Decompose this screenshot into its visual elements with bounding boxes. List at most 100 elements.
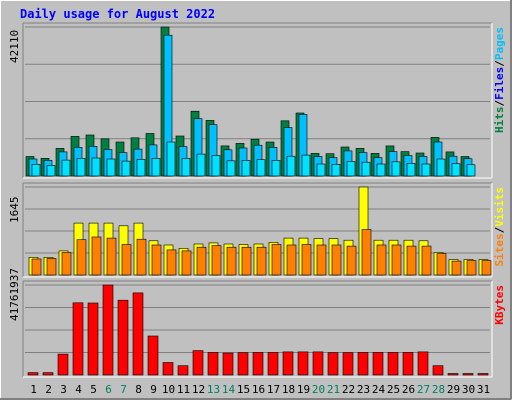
bar-kbytes-day-19: [297, 351, 309, 376]
y-max-label-sites-visits: 1645: [8, 197, 21, 224]
bar-pages-day-21: [331, 164, 341, 177]
bar-pages-day-9: [151, 158, 161, 177]
bar-pages-day-15: [241, 160, 251, 177]
bar-pages-day-13: [211, 155, 221, 177]
bar-pages-day-12: [196, 153, 206, 177]
bar-pages-day-23: [361, 161, 371, 177]
bar-sites-day-20: [316, 244, 327, 276]
bar-pages-day-3: [61, 159, 71, 177]
bar-kbytes-day-11: [177, 365, 189, 376]
legend-separator: /: [493, 100, 506, 107]
legend-item-files: Files: [493, 67, 506, 100]
bar-kbytes-day-27: [417, 351, 429, 376]
bar-pages-day-1: [31, 164, 41, 177]
bar-kbytes-day-22: [342, 352, 354, 376]
x-label-day-10: 10: [162, 383, 175, 396]
bar-sites-day-21: [331, 244, 342, 276]
x-label-day-6: 6: [105, 383, 112, 396]
bar-pages-day-14: [226, 160, 236, 177]
x-label-day-14: 14: [222, 383, 236, 396]
legend-item-pages: Pages: [493, 27, 506, 60]
x-label-day-20: 20: [312, 383, 325, 396]
bar-sites-day-5: [91, 236, 102, 276]
bar-kbytes-day-20: [312, 351, 324, 376]
y-max-label-kbytes: 41761937: [8, 268, 21, 321]
bar-sites-day-31: [481, 260, 492, 276]
bar-kbytes-day-26: [402, 352, 414, 376]
bar-pages-day-29: [451, 163, 461, 177]
x-label-day-30: 30: [462, 383, 475, 396]
bar-pages-day-10: [166, 141, 176, 177]
legend-item-visits: Visits: [493, 187, 506, 227]
bar-kbytes-day-24: [372, 352, 384, 376]
bar-sites-day-27: [421, 245, 432, 276]
bar-sites-day-14: [226, 246, 237, 276]
bar-pages-day-26: [406, 163, 416, 177]
bar-sites-day-19: [301, 244, 312, 276]
bar-kbytes-day-21: [327, 352, 339, 376]
x-label-day-8: 8: [135, 383, 142, 396]
bar-sites-day-9: [151, 244, 162, 276]
x-label-day-29: 29: [447, 383, 460, 396]
bar-kbytes-day-8: [132, 292, 144, 376]
bar-kbytes-day-18: [282, 351, 294, 376]
bar-sites-day-26: [406, 245, 417, 276]
bar-kbytes-day-13: [207, 352, 219, 376]
bar-sites-day-18: [286, 244, 297, 276]
bar-sites-day-30: [466, 260, 477, 276]
bar-kbytes-day-28: [432, 365, 444, 376]
chart-title: Daily usage for August 2022: [20, 7, 215, 21]
bar-kbytes-day-25: [387, 352, 399, 376]
bar-pages-day-19: [301, 154, 311, 177]
bar-kbytes-day-12: [192, 350, 204, 376]
y-max-labels: 42110 1645 41761937: [8, 30, 21, 321]
x-label-day-28: 28: [432, 383, 445, 396]
bar-sites-day-7: [121, 244, 132, 276]
x-label-day-17: 17: [267, 383, 280, 396]
bar-sites-day-2: [46, 258, 57, 276]
legend-separator: /: [493, 226, 506, 233]
x-label-day-3: 3: [60, 383, 67, 396]
x-label-day-1: 1: [30, 383, 37, 396]
bar-sites-day-22: [346, 245, 357, 276]
y-max-label-hits-files-pages: 42110: [8, 30, 21, 63]
bar-pages-day-20: [316, 163, 326, 177]
legend-hits-files-pages: Hits/Files/Pages: [493, 27, 506, 133]
bar-sites-day-29: [451, 260, 462, 276]
x-label-day-4: 4: [75, 383, 82, 396]
bar-pages-day-24: [376, 163, 386, 177]
legend-kbytes: KBytes: [493, 285, 506, 325]
bar-kbytes-day-14: [222, 352, 234, 376]
bar-pages-day-4: [76, 158, 86, 177]
x-label-day-31: 31: [477, 383, 490, 396]
bar-pages-day-17: [271, 160, 281, 177]
x-label-day-27: 27: [417, 383, 430, 396]
bar-kbytes-day-23: [357, 352, 369, 376]
legend-item-hits: Hits: [493, 107, 506, 134]
bar-kbytes-day-4: [72, 302, 84, 376]
bar-sites-day-3: [61, 252, 72, 276]
x-label-day-19: 19: [297, 383, 310, 396]
bar-kbytes-day-10: [162, 362, 174, 376]
bar-pages-day-7: [121, 160, 131, 177]
bar-kbytes-day-29: [447, 373, 459, 376]
x-label-day-23: 23: [357, 383, 370, 396]
bar-sites-day-23: [361, 229, 372, 276]
x-label-day-2: 2: [45, 383, 52, 396]
x-label-day-22: 22: [342, 383, 355, 396]
bar-sites-day-10: [166, 249, 177, 276]
bar-sites-day-13: [211, 245, 222, 276]
bar-kbytes-day-17: [267, 352, 279, 376]
x-label-day-12: 12: [192, 383, 205, 396]
bar-pages-day-18: [286, 155, 296, 177]
bar-kbytes-day-1: [27, 372, 39, 376]
bar-pages-day-28: [436, 158, 446, 177]
bar-sites-day-15: [241, 246, 252, 276]
bar-pages-day-2: [46, 165, 56, 177]
legend-sites-visits: Sites/Visits: [493, 187, 506, 267]
bar-kbytes-day-2: [42, 372, 54, 376]
bar-kbytes-day-9: [147, 335, 159, 376]
x-label-day-18: 18: [282, 383, 295, 396]
legend-item-sites: Sites: [493, 233, 506, 266]
